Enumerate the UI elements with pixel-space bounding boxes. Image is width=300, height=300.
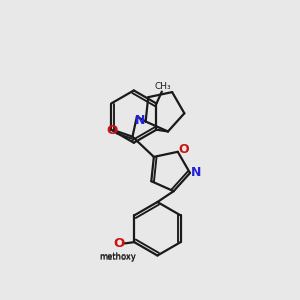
Text: CH₃: CH₃ [155,82,172,91]
Text: O: O [114,237,125,250]
Text: methoxy: methoxy [100,253,136,262]
Text: O: O [178,143,189,156]
Text: O: O [106,124,117,137]
Text: N: N [134,114,145,128]
Text: N: N [191,167,202,179]
Text: methoxy: methoxy [100,252,136,261]
